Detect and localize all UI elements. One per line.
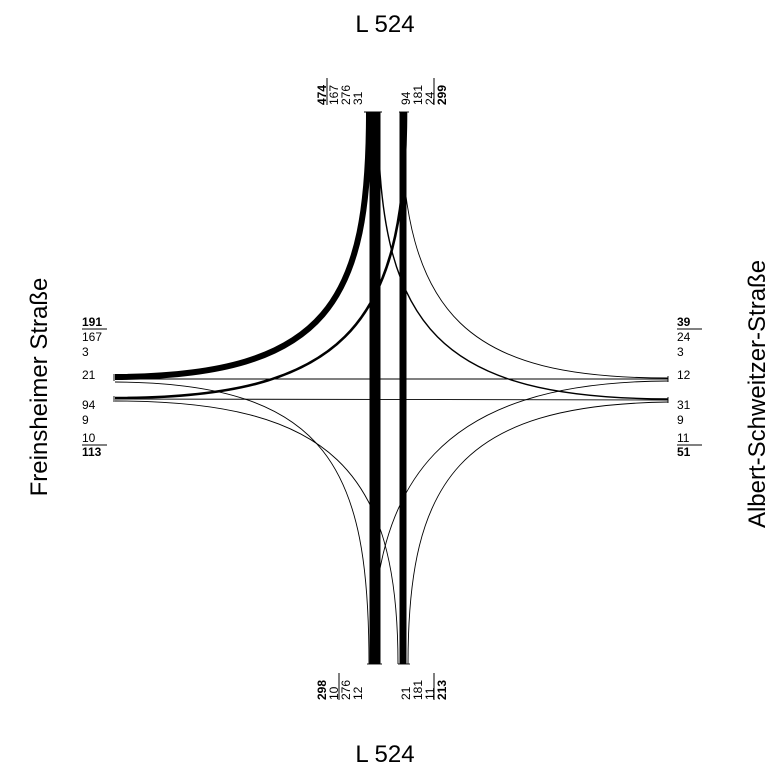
flow-east-to-north	[400, 111, 669, 379]
count-north-in-total: 474	[315, 85, 329, 105]
count-north-through: 276	[339, 85, 353, 105]
flow-west-to-south	[114, 400, 399, 665]
count-west-right: 10	[82, 431, 96, 445]
count-west-in-total: 113	[82, 445, 102, 459]
count-west-through: 9	[82, 413, 89, 427]
count-west-left: 94	[82, 398, 96, 412]
road-label-south: L 524	[355, 741, 414, 768]
count-south-out-3: 12	[351, 686, 365, 700]
count-north-out-1: 94	[399, 91, 413, 105]
flow-north-to-east	[377, 111, 669, 400]
count-east-through: 3	[677, 345, 684, 359]
count-east-out-total: 51	[677, 445, 691, 459]
count-east-in-total: 39	[677, 315, 691, 329]
flow-east-to-south	[371, 380, 669, 665]
count-south-out-2: 276	[339, 680, 353, 700]
count-west-out-3: 21	[82, 368, 96, 382]
count-south-out-1: 10	[327, 686, 341, 700]
count-west-out-1: 167	[82, 330, 102, 344]
count-east-left: 24	[677, 330, 691, 344]
count-east-out-2: 9	[677, 413, 684, 427]
count-north-out-total: 299	[435, 85, 449, 105]
count-west-out-2: 3	[82, 345, 89, 359]
count-east-out-3: 11	[677, 431, 690, 445]
count-south-in-total: 213	[435, 680, 449, 700]
counts-east: 39 24 3 12 31 9 11 51	[677, 315, 702, 459]
counts-south: 298 10 276 12 21 181 11 213	[315, 673, 449, 700]
count-south-out-total: 298	[315, 680, 329, 700]
count-east-out-1: 31	[677, 398, 691, 412]
road-label-west: Freinsheimer Straße	[26, 278, 53, 497]
count-south-through: 181	[411, 680, 425, 700]
count-east-right: 12	[677, 368, 691, 382]
flow-south-to-east	[407, 401, 669, 665]
count-west-out-total: 191	[82, 315, 102, 329]
counts-west: 191 167 3 21 94 9 10 113	[82, 315, 107, 459]
road-label-north: L 524	[355, 11, 414, 38]
count-south-left: 21	[399, 686, 413, 700]
counts-north: 474 167 276 31 94 181 24 299	[315, 78, 449, 105]
flow-north-to-west	[114, 111, 372, 380]
flow-west-to-east	[114, 398, 669, 401]
count-north-left: 167	[327, 85, 341, 105]
count-north-out-2: 181	[411, 85, 425, 105]
count-north-right: 31	[351, 91, 365, 105]
road-label-east: Albert-Schweitzer-Straße	[744, 260, 770, 528]
flow-west-to-north	[114, 111, 408, 400]
flow-bands	[113, 111, 669, 665]
flow-south-to-west	[114, 381, 370, 665]
